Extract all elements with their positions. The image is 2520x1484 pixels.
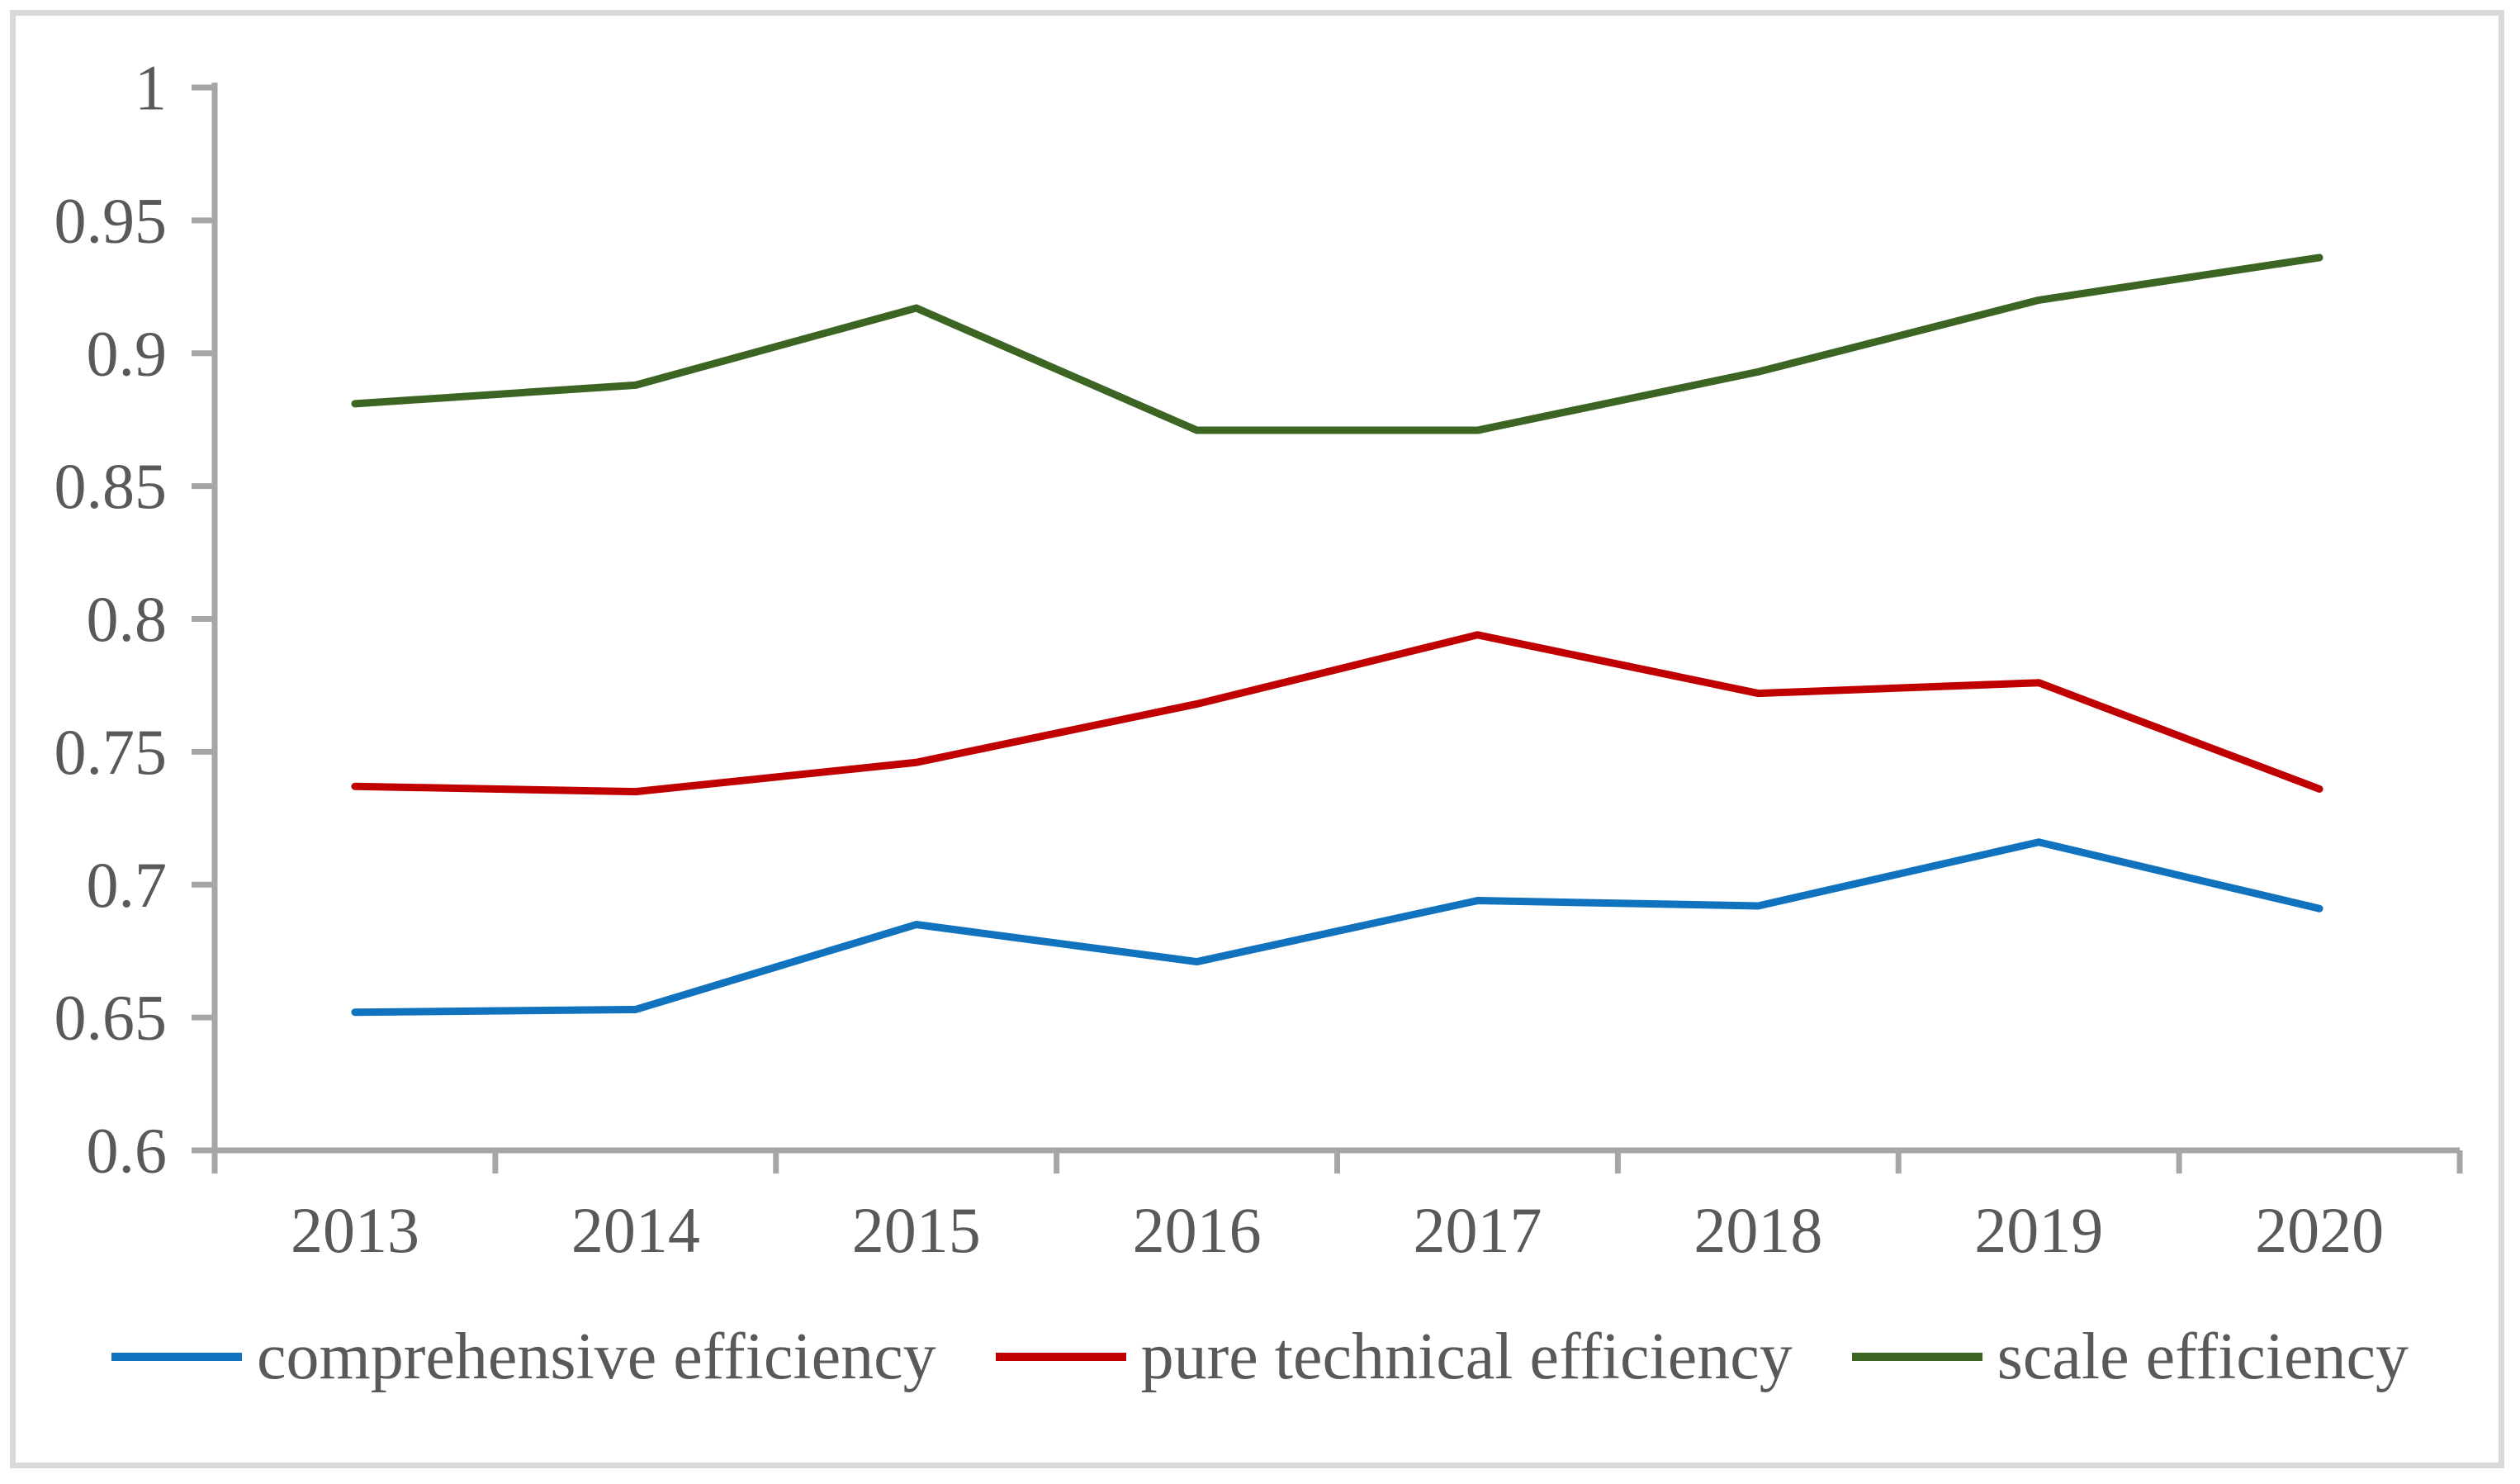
legend-swatch-pure-technical-efficiency-icon: [995, 1353, 1126, 1361]
x-axis-tick-label: 2013: [291, 1194, 419, 1266]
x-axis-tick-label: 2014: [571, 1194, 700, 1266]
y-axis-tick-label: 0.6: [87, 1115, 168, 1187]
x-axis-tick-label: 2020: [2255, 1194, 2384, 1266]
y-axis-tick-label: 0.65: [54, 982, 168, 1054]
x-axis-tick-label: 2015: [852, 1194, 981, 1266]
x-axis-tick-label: 2019: [1974, 1194, 2103, 1266]
series-line-comprehensive-efficiency: [351, 838, 2323, 1017]
y-axis-tick-label: 0.7: [87, 849, 168, 921]
legend-item-scale-efficiency: scale efficiency: [1851, 1320, 2409, 1393]
y-axis-tick-label: 1: [135, 52, 167, 124]
series-line-pure-technical-efficiency: [351, 631, 2323, 796]
chart-legend: comprehensive efficiency pure technical …: [0, 1307, 2520, 1406]
legend-label-pure-technical-efficiency: pure technical efficiency: [1140, 1320, 1793, 1393]
legend-label-scale-efficiency: scale efficiency: [1997, 1320, 2409, 1393]
legend-item-comprehensive-efficiency: comprehensive efficiency: [111, 1324, 936, 1390]
legend-swatch-comprehensive-efficiency-icon: [111, 1353, 243, 1361]
y-axis-tick-label: 0.95: [54, 184, 168, 256]
series-line-scale-efficiency: [351, 254, 2323, 434]
x-axis-tick-label: 2018: [1693, 1194, 1822, 1266]
efficiency-line-chart: 0.6 0.65 0.7 0.75 0.8 0.85 0.9 0.95 1 2013 2014 201…: [54, 52, 2463, 1266]
legend-swatch-scale-efficiency-icon: [1851, 1353, 1982, 1361]
legend-item-pure-technical-efficiency: pure technical efficiency: [995, 1320, 1793, 1393]
y-axis-tick-label: 0.8: [87, 583, 168, 655]
x-axis-tick-label: 2016: [1133, 1194, 1262, 1266]
legend-label-comprehensive-efficiency: comprehensive efficiency: [257, 1320, 936, 1393]
y-axis-tick-label: 0.85: [54, 450, 168, 522]
x-axis-tick-label: 2017: [1413, 1194, 1542, 1266]
y-axis-tick-label: 0.9: [87, 317, 168, 389]
y-axis-tick-label: 0.75: [54, 716, 168, 788]
